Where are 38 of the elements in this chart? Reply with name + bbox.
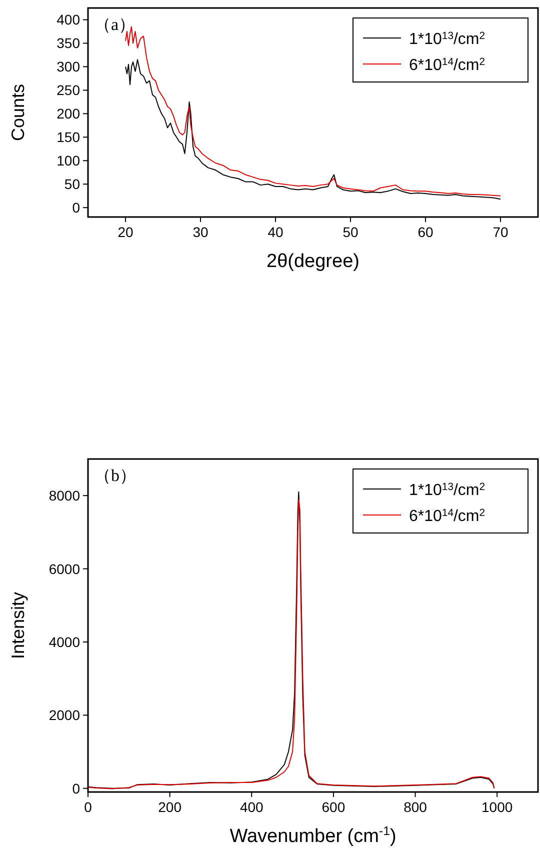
y-tick-label: 4000	[48, 634, 80, 650]
x-tick-label: 0	[84, 799, 92, 815]
annotation: （b）	[94, 466, 136, 485]
y-axis-title: Counts	[8, 84, 28, 142]
x-tick-label: 600	[322, 799, 346, 815]
legend-label: 6*10$^{14}$/cm$^{2}$	[409, 56, 486, 74]
legend-label: 1*10$^{13}$/cm$^{2}$	[409, 30, 486, 48]
y-tick-label: 250	[56, 82, 80, 98]
x-tick-label: 40	[268, 224, 284, 240]
y-tick-label: 8000	[48, 488, 80, 504]
x-tick-label: 60	[418, 224, 434, 240]
y-axis-title: Intensity	[8, 592, 28, 660]
x-axis-title: Wavenumber (cm$^{-1}$)	[230, 824, 396, 847]
y-tick-label: 2000	[48, 707, 80, 724]
y-tick-label: 150	[56, 129, 80, 146]
y-tick-label: 0	[72, 780, 80, 796]
x-tick-label: 1000	[482, 799, 513, 815]
x-tick-label: 800	[404, 799, 428, 815]
x-tick-label: 70	[492, 224, 508, 240]
y-tick-label: 350	[56, 35, 80, 52]
line-series	[125, 26, 501, 196]
legend-label: 1*10$^{13}$/cm$^{2}$	[409, 482, 486, 499]
y-tick-label: 100	[56, 152, 80, 169]
y-tick-label: 0	[72, 200, 80, 216]
x-tick-label: 20	[118, 224, 134, 240]
x-tick-label: 200	[158, 799, 182, 815]
annotation: （a）	[94, 15, 136, 34]
y-tick-label: 400	[56, 12, 80, 28]
x-axis-title: 2θ(degree)	[266, 251, 360, 272]
legend-label: 6*10$^{14}$/cm$^{2}$	[409, 508, 486, 525]
y-tick-label: 300	[56, 58, 80, 75]
y-tick-label: 6000	[48, 560, 80, 577]
x-tick-label: 30	[192, 224, 208, 240]
y-tick-label: 50	[64, 176, 80, 192]
x-tick-label: 400	[240, 799, 264, 815]
x-tick-label: 50	[342, 224, 358, 240]
line-series	[125, 59, 501, 200]
y-tick-label: 200	[56, 106, 80, 122]
